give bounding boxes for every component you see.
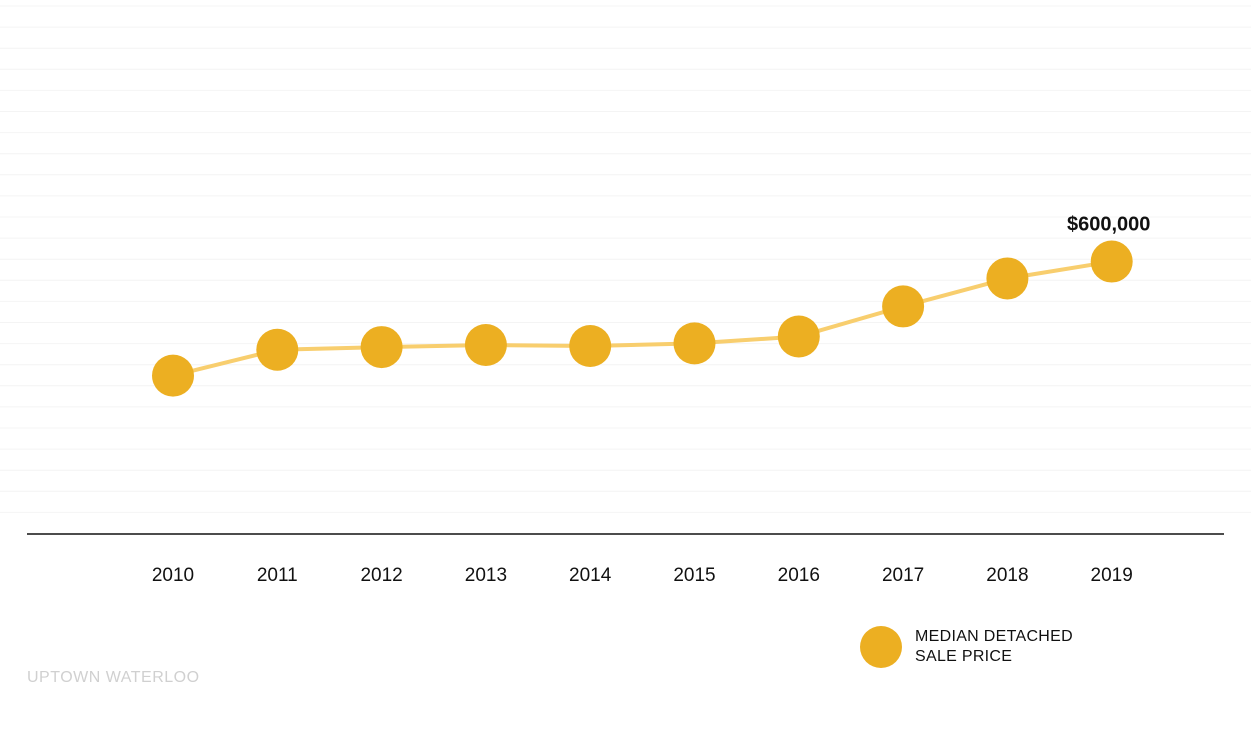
x-tick-label: 2017 bbox=[882, 565, 924, 586]
x-axis-tick-labels: 2010 2011 2012 2013 2014 2015 2016 2017 2018 2019 bbox=[152, 565, 1133, 586]
data-points bbox=[152, 240, 1133, 397]
legend-label-line1: MEDIAN DETACHED bbox=[915, 628, 1073, 645]
x-tick-label: 2011 bbox=[257, 565, 298, 586]
data-point bbox=[152, 354, 194, 397]
data-point bbox=[777, 315, 820, 358]
data-labels: $600,000 bbox=[1067, 214, 1150, 236]
x-tick-label: 2014 bbox=[569, 565, 612, 586]
data-point bbox=[882, 285, 925, 328]
x-tick-label: 2015 bbox=[673, 565, 715, 586]
legend: MEDIAN DETACHED SALE PRICE bbox=[860, 626, 1095, 668]
data-point bbox=[1090, 240, 1133, 283]
data-point bbox=[986, 257, 1029, 300]
data-point bbox=[256, 328, 299, 371]
brand-watermark: UPTOWN WATERLOO bbox=[27, 669, 200, 686]
x-tick-label: 2019 bbox=[1091, 565, 1133, 586]
legend-label: MEDIAN DETACHED SALE PRICE bbox=[915, 627, 1095, 667]
x-tick-label: 2010 bbox=[152, 565, 194, 586]
legend-label-line2: SALE PRICE bbox=[915, 648, 1013, 665]
data-label: $600,000 bbox=[1067, 214, 1150, 236]
x-tick-label: 2018 bbox=[986, 565, 1028, 586]
data-point bbox=[569, 325, 612, 368]
x-tick-label: 2013 bbox=[465, 565, 507, 586]
data-point bbox=[673, 322, 716, 365]
series-line bbox=[172, 259, 1113, 378]
data-point bbox=[360, 326, 403, 369]
gridlines bbox=[0, 5, 1251, 513]
data-point bbox=[464, 323, 507, 366]
x-tick-label: 2012 bbox=[360, 565, 402, 586]
legend-swatch bbox=[860, 626, 902, 668]
x-tick-label: 2016 bbox=[778, 565, 820, 586]
